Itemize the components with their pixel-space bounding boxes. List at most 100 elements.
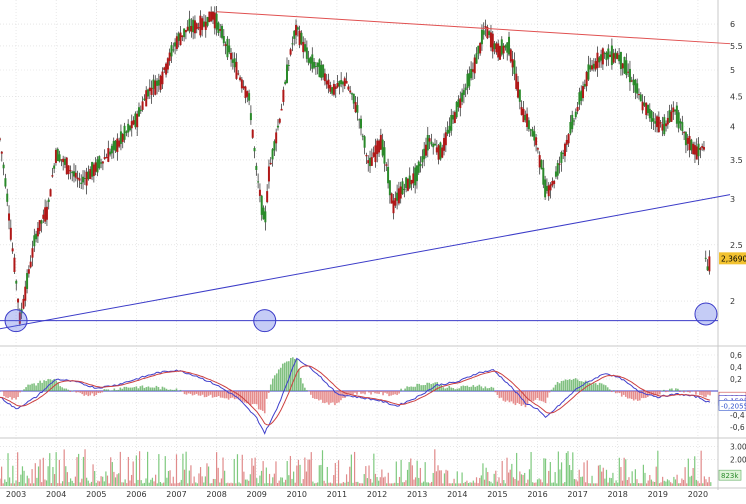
- volume-bar: [121, 482, 122, 486]
- candle-body: [304, 44, 306, 51]
- volume-bar: [376, 477, 377, 486]
- candle-body: [613, 53, 615, 62]
- volume-bar: [184, 470, 185, 486]
- macd-histogram-bar: [469, 387, 471, 391]
- volume-bar: [471, 483, 472, 486]
- volume-bar: [343, 482, 344, 486]
- candle-body: [185, 30, 187, 32]
- candle-body: [210, 12, 212, 21]
- macd-histogram-bar: [497, 391, 499, 395]
- macd-histogram-bar: [557, 382, 559, 391]
- candle-body: [663, 117, 665, 134]
- volume-bar: [221, 478, 222, 486]
- macd-histogram-bar: [699, 391, 701, 395]
- candle-body: [344, 78, 346, 86]
- volume-bar: [437, 465, 438, 486]
- macd-histogram-bar: [707, 391, 709, 395]
- candle-body: [679, 121, 681, 123]
- volume-bar: [638, 483, 639, 486]
- volume-bar: [701, 451, 702, 486]
- macd-histogram-bar: [314, 391, 316, 399]
- candle-body: [329, 85, 331, 92]
- macd-histogram-bar: [5, 391, 7, 398]
- macd-histogram-bar: [689, 391, 691, 393]
- candle-body: [264, 211, 266, 222]
- candle-body: [313, 62, 315, 68]
- candle-body: [371, 157, 373, 166]
- candle-body: [196, 23, 198, 29]
- volume-bar: [280, 477, 281, 486]
- candle-body: [586, 72, 588, 86]
- volume-bar: [381, 469, 382, 486]
- candle-body: [275, 132, 277, 143]
- candle-body: [530, 129, 532, 130]
- volume-bar: [307, 459, 308, 486]
- volume-bar: [391, 483, 392, 486]
- macd-histogram-bar: [128, 388, 130, 391]
- volume-bar: [133, 461, 134, 486]
- volume-bar: [208, 467, 209, 486]
- volume-bar: [396, 461, 397, 486]
- volume-bar: [418, 478, 419, 486]
- macd-histogram-bar: [697, 391, 699, 392]
- volume-bar: [431, 482, 432, 486]
- volume-bar: [51, 483, 52, 486]
- macd-histogram-bar: [378, 391, 380, 394]
- candle-body: [142, 101, 144, 110]
- volume-bar: [375, 474, 376, 486]
- macd-histogram-bar: [398, 391, 400, 394]
- candle-body: [625, 60, 627, 75]
- volume-bar: [482, 463, 483, 486]
- candle-body: [174, 42, 176, 46]
- macd-histogram-bar: [495, 391, 497, 392]
- volume-bar: [508, 473, 509, 486]
- candle-body: [476, 53, 478, 63]
- volume-bar: [367, 478, 368, 486]
- candle-body: [136, 114, 138, 128]
- volume-bar: [455, 483, 456, 486]
- candle-body: [143, 99, 145, 101]
- candle-body: [8, 213, 10, 220]
- volume-bar: [394, 483, 395, 486]
- volume-bar: [218, 468, 219, 486]
- macd-histogram-bar: [196, 391, 198, 394]
- volume-bar: [227, 483, 228, 486]
- volume-bar: [709, 477, 710, 486]
- candle-body: [317, 63, 319, 67]
- x-tick-label: 2009: [247, 490, 267, 499]
- volume-bar: [644, 473, 645, 486]
- volume-bar: [44, 479, 45, 486]
- volume-bar: [595, 483, 596, 486]
- macd-histogram-bar: [37, 383, 39, 391]
- volume-bar: [251, 458, 252, 486]
- volume-bar: [532, 482, 533, 486]
- volume-bar: [628, 477, 629, 486]
- macd-histogram-bar: [136, 386, 138, 391]
- candle-body: [30, 262, 32, 268]
- macd-histogram-bar: [442, 387, 444, 391]
- macd-histogram-bar: [103, 389, 105, 391]
- macd-histogram-bar: [318, 391, 320, 400]
- volume-bar: [572, 452, 573, 486]
- macd-histogram-bar: [150, 388, 152, 391]
- volume-bar: [489, 481, 490, 486]
- macd-histogram-bar: [184, 391, 186, 394]
- volume-bar: [202, 476, 203, 486]
- macd-histogram-bar: [93, 391, 95, 396]
- macd-histogram-bar: [142, 385, 144, 391]
- volume-bar: [558, 452, 559, 486]
- macd-histogram-bar: [138, 388, 140, 391]
- macd-histogram-bar: [619, 391, 621, 393]
- macd-histogram-bar: [703, 391, 705, 397]
- candle-body: [208, 12, 210, 22]
- macd-histogram-bar: [448, 386, 450, 391]
- volume-bar: [174, 483, 175, 486]
- macd-histogram-bar: [198, 391, 200, 396]
- macd-histogram-bar: [148, 386, 150, 391]
- macd-histogram-bar: [188, 391, 190, 393]
- macd-histogram-bar: [454, 389, 456, 391]
- volume-bar: [152, 478, 153, 486]
- macd-histogram-bar: [160, 389, 162, 391]
- candle-body: [257, 181, 259, 182]
- volume-bar: [65, 466, 66, 486]
